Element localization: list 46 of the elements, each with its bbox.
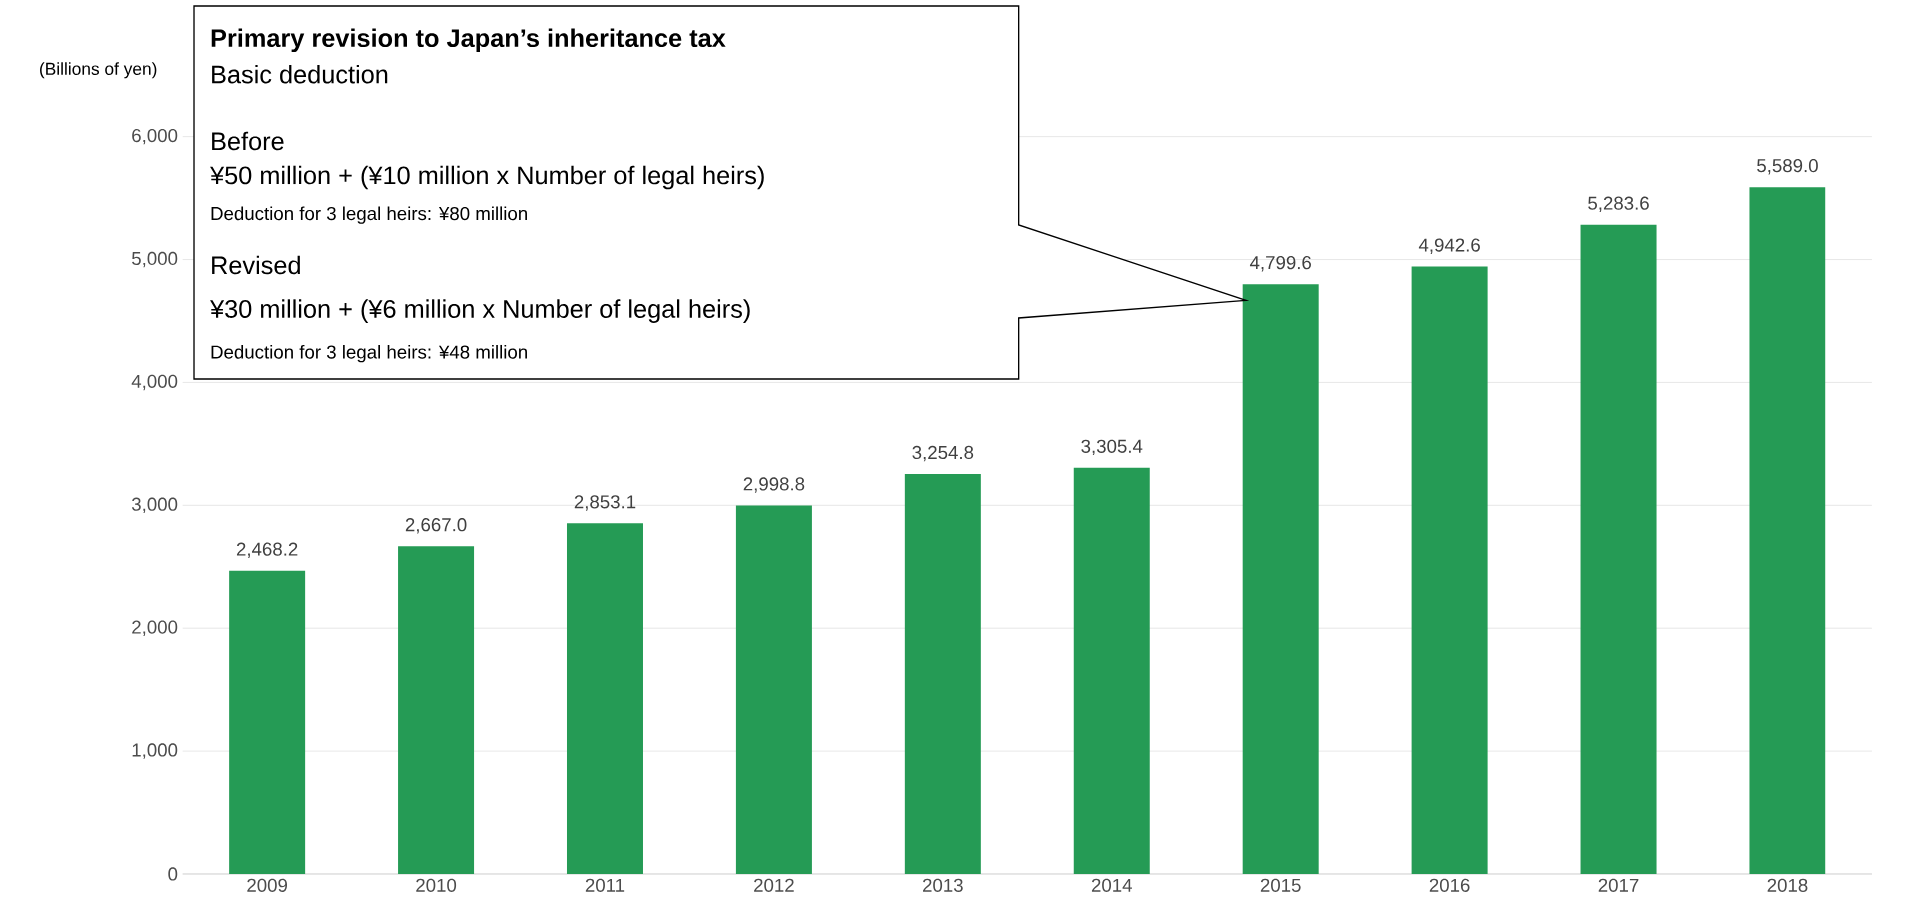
bar — [1580, 224, 1657, 874]
y-axis-title: (Billions of yen) — [40, 62, 157, 79]
data-label: 2,468.2 — [236, 542, 298, 558]
bar — [566, 523, 643, 874]
x-tick-label: 2011 — [585, 878, 625, 892]
data-label: 5,283.6 — [1588, 196, 1649, 212]
annotation: ¥30 million + (¥6 million x Number of legal heirs) — [210, 299, 750, 323]
x-tick-label: 2015 — [1260, 878, 1301, 892]
annotation: Before — [212, 131, 284, 151]
y-tick-label: 6,000 — [132, 128, 178, 145]
y-tick-label: 2,000 — [132, 620, 178, 636]
bar — [1749, 187, 1826, 874]
data-label: 3,254.8 — [912, 445, 974, 462]
bar — [904, 474, 981, 874]
data-label: 4,942.6 — [1418, 238, 1480, 254]
data-label: 2,998.8 — [743, 477, 805, 493]
data-label: 2,853.1 — [574, 495, 636, 511]
text: Basic deduction — [212, 64, 388, 84]
x-tick-label: 2016 — [1429, 878, 1470, 892]
data-label: 5,589.0 — [1757, 159, 1818, 175]
annotation: Deduction for 3 legal heirs: ¥80 million — [211, 206, 527, 224]
bar — [1242, 284, 1319, 874]
data-label: 4,799.6 — [1249, 256, 1311, 272]
bar — [398, 546, 475, 874]
x-tick-label: 2010 — [416, 878, 457, 892]
y-tick-label: 5,000 — [132, 251, 178, 268]
bar — [735, 505, 812, 874]
y-tick-label: 3,000 — [131, 497, 178, 514]
bar — [1411, 266, 1488, 874]
x-tick-label: 2012 — [754, 878, 794, 892]
data-label: 2,667.0 — [405, 518, 467, 534]
annotation: ¥50 million + (¥10 million x Number of legal heirs) — [210, 165, 764, 190]
x-tick-label: 2009 — [247, 878, 287, 892]
y-tick-label: 0 — [168, 867, 178, 881]
data-label: 3,305.4 — [1081, 439, 1143, 456]
x-tick-label: 2017 — [1598, 878, 1639, 892]
annotation: Deduction for 3 legal heirs: ¥48 million — [211, 344, 527, 363]
annotation: Revised — [212, 255, 300, 275]
y-tick-label: 1,000 — [132, 743, 178, 759]
x-tick-label: 2018 — [1767, 878, 1808, 892]
x-tick-label: 2013 — [923, 878, 963, 892]
x-tick-label: 2014 — [1091, 878, 1132, 892]
bar — [1073, 467, 1150, 874]
y-tick-label: 4,000 — [131, 374, 178, 391]
bar — [229, 570, 306, 874]
text: Primary revision to Japan’s inheritance tax — [211, 28, 726, 53]
